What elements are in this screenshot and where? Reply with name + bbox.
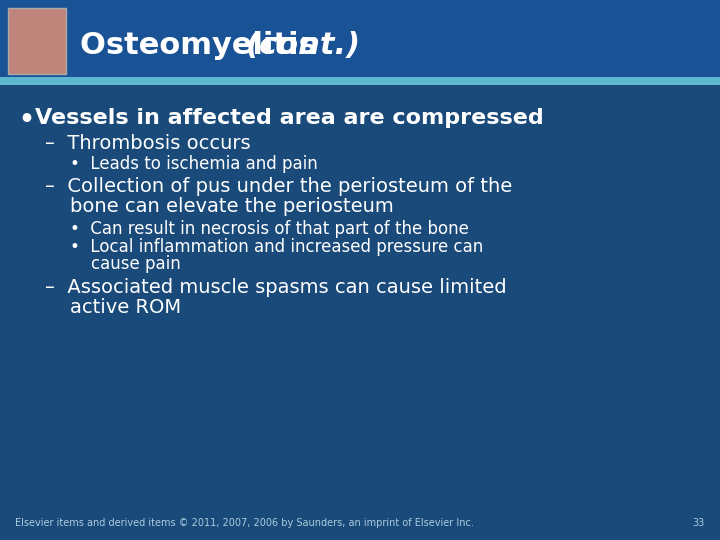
Text: bone can elevate the periosteum: bone can elevate the periosteum [45, 197, 394, 216]
Text: Vessels in affected area are compressed: Vessels in affected area are compressed [35, 108, 544, 128]
Bar [0, 77, 720, 85]
Text: (cont.): (cont.) [246, 31, 360, 60]
Text: –  Collection of pus under the periosteum of the: – Collection of pus under the periosteum… [45, 177, 512, 196]
Text: •: • [18, 108, 34, 132]
Text: •  Can result in necrosis of that part of the bone: • Can result in necrosis of that part of… [70, 220, 469, 238]
Bar [0, 0, 720, 80]
Text: Elsevier items and derived items © 2011, 2007, 2006 by Saunders, an imprint of E: Elsevier items and derived items © 2011,… [15, 518, 474, 528]
Text: active ROM: active ROM [45, 298, 181, 317]
Text: Osteomyelitis: Osteomyelitis [80, 31, 328, 60]
Text: •  Local inflammation and increased pressure can: • Local inflammation and increased press… [70, 238, 483, 256]
Text: –  Associated muscle spasms can cause limited: – Associated muscle spasms can cause lim… [45, 278, 507, 297]
Bar [8, 8, 66, 74]
Text: cause pain: cause pain [70, 255, 181, 273]
Text: –  Thrombosis occurs: – Thrombosis occurs [45, 134, 251, 153]
Text: •  Leads to ischemia and pain: • Leads to ischemia and pain [70, 155, 318, 173]
Text: 33: 33 [693, 518, 705, 528]
